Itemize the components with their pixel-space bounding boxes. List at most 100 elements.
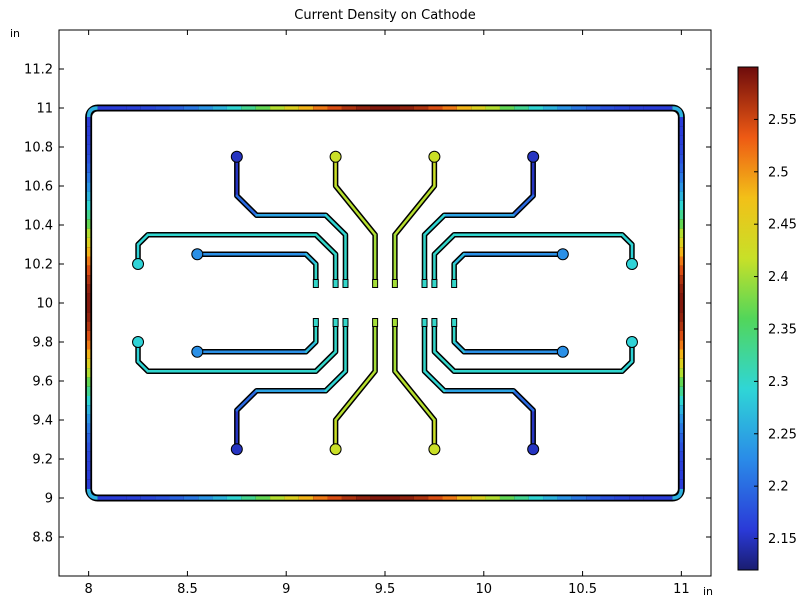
trace-pad <box>527 150 540 163</box>
y-axis-ticks: 8.8 9 9.2 9.4 9.6 9.8 10 10.2 10.4 10.6 10.8 11 11.2 <box>24 63 711 546</box>
trace-pad <box>191 248 204 261</box>
trace-segment <box>512 194 535 217</box>
trace-terminal <box>431 279 438 288</box>
trace-terminal <box>332 279 339 288</box>
y-tick-label: 10.4 <box>24 219 53 234</box>
trace-segment <box>324 370 347 392</box>
y-axis-unit: in <box>10 27 20 40</box>
trace-segment <box>314 350 337 373</box>
y-tick-label: 11 <box>36 102 53 117</box>
cathode-traces <box>132 150 638 456</box>
trace-segment <box>136 233 150 246</box>
trace-terminal <box>451 279 458 288</box>
colorbar-tick-label: 2.4 <box>768 270 789 285</box>
trace-pad <box>556 248 569 261</box>
colorbar-tick-label: 2.55 <box>768 113 797 128</box>
trace-terminal <box>342 318 349 327</box>
trace-pad <box>625 336 638 348</box>
trace-segment <box>235 194 258 217</box>
trace-terminal <box>312 318 319 327</box>
y-tick-label: 9.6 <box>32 375 53 390</box>
trace-segment <box>324 214 347 236</box>
trace-pad <box>556 345 569 358</box>
x-tick-label: 8 <box>84 582 92 597</box>
trace-segment <box>423 214 446 236</box>
colorbar-tick-label: 2.25 <box>768 427 797 442</box>
x-tick-label: 9 <box>282 582 290 597</box>
trace-terminal <box>431 318 438 327</box>
trace-terminal <box>372 318 379 327</box>
y-tick-label: 9 <box>45 492 53 507</box>
colorbar-tick-label: 2.2 <box>768 480 789 495</box>
trace-segment <box>433 350 456 373</box>
trace-terminal <box>342 279 349 288</box>
y-tick-label: 10 <box>36 297 53 312</box>
x-tick-label: 9.5 <box>375 582 396 597</box>
colorbar-ticks: 2.15 2.2 2.25 2.3 2.35 2.4 2.45 2.5 2.55 <box>754 113 797 547</box>
y-tick-label: 8.8 <box>32 531 53 546</box>
x-axis-unit: in <box>703 585 713 598</box>
trace-pad <box>428 150 441 163</box>
trace-segment <box>620 233 634 246</box>
trace-segment <box>334 370 377 422</box>
y-tick-label: 10.2 <box>24 258 53 273</box>
x-axis-ticks: 8 8.5 9 9.5 10 10.5 11 <box>84 30 690 597</box>
x-tick-label: 10.5 <box>568 582 597 597</box>
trace-segment <box>304 340 318 353</box>
trace-terminal <box>372 279 379 288</box>
trace-pad <box>329 150 342 163</box>
trace-terminal <box>332 318 339 327</box>
chart-title: Current Density on Cathode <box>294 8 475 23</box>
trace-pad <box>527 443 540 456</box>
trace-pad <box>230 150 243 163</box>
trace-pad <box>428 443 441 456</box>
colorbar-tick-label: 2.15 <box>768 532 797 547</box>
y-tick-label: 9.8 <box>32 336 53 351</box>
y-tick-label: 9.2 <box>32 453 53 468</box>
trace-segment <box>620 360 634 373</box>
trace-pad <box>230 443 243 456</box>
colorbar-tick-label: 2.35 <box>768 322 797 337</box>
trace-terminal <box>421 279 428 288</box>
colorbar-tick-label: 2.5 <box>768 165 789 180</box>
colorbar-tick-label: 2.3 <box>768 375 789 390</box>
trace-segment <box>334 184 377 236</box>
frame-corner <box>86 106 98 118</box>
trace-segment <box>423 370 446 392</box>
y-tick-label: 10.6 <box>24 180 53 195</box>
trace-segment <box>393 370 436 422</box>
trace-terminal <box>451 318 458 327</box>
trace-terminal <box>391 279 398 288</box>
trace-terminal <box>391 318 398 327</box>
trace-terminal <box>312 279 319 288</box>
colorbar-tick-label: 2.45 <box>768 218 797 233</box>
trace-pad <box>132 336 145 348</box>
trace-segment <box>512 389 535 412</box>
plot-area <box>58 29 712 577</box>
y-tick-label: 11.2 <box>24 63 53 78</box>
trace-segment <box>393 184 436 236</box>
trace-pad <box>132 258 145 270</box>
trace-pad <box>625 258 638 270</box>
trace-terminal <box>421 318 428 327</box>
frame-corner <box>672 488 684 500</box>
frame-corner <box>672 106 684 118</box>
trace-segment <box>452 253 466 266</box>
cathode-frame <box>85 104 685 502</box>
x-tick-label: 10 <box>476 582 493 597</box>
trace-segment <box>235 389 258 412</box>
x-tick-label: 8.5 <box>177 582 198 597</box>
y-tick-label: 9.4 <box>32 414 53 429</box>
trace-segment <box>433 233 456 256</box>
x-tick-label: 11 <box>673 582 690 597</box>
frame-corner <box>86 488 98 500</box>
trace-segment <box>136 360 150 373</box>
trace-segment <box>314 233 337 256</box>
trace-pad <box>329 443 342 456</box>
trace-segment <box>452 340 466 353</box>
colorbar <box>737 66 759 571</box>
trace-pad <box>191 345 204 358</box>
y-tick-label: 10.8 <box>24 141 53 156</box>
trace-segment <box>304 253 318 266</box>
